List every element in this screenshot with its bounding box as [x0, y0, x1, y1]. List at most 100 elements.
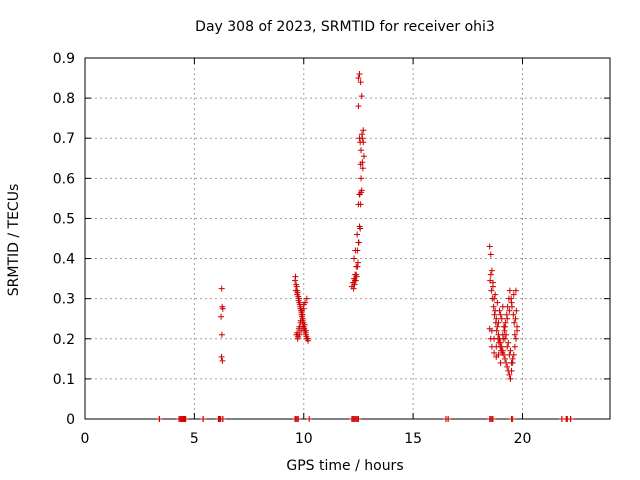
data-point — [489, 279, 496, 286]
x-tick-label: 5 — [190, 431, 199, 447]
data-point — [218, 313, 225, 320]
data-point — [508, 359, 515, 366]
baseline-point — [567, 416, 574, 422]
data-point — [350, 285, 357, 292]
baseline-point — [182, 416, 189, 422]
data-point — [494, 299, 501, 306]
data-point — [512, 287, 519, 294]
data-point — [497, 359, 504, 366]
data-point — [511, 343, 518, 350]
data-point — [219, 305, 226, 312]
data-point — [495, 339, 502, 346]
data-point — [489, 295, 496, 302]
x-tick-label: 20 — [514, 431, 532, 447]
data-point — [499, 331, 506, 338]
data-point — [496, 307, 503, 314]
y-tick-label: 0.8 — [53, 91, 75, 107]
data-point — [491, 349, 498, 356]
data-point — [495, 319, 502, 326]
data-point — [497, 311, 504, 318]
plot-frame — [84, 57, 611, 420]
data-point — [508, 367, 515, 374]
data-point — [218, 285, 225, 292]
data-point — [487, 251, 494, 258]
data-point — [499, 349, 506, 356]
data-point — [488, 267, 495, 274]
grid — [85, 58, 610, 419]
data-point — [504, 363, 511, 370]
y-tick-label: 0.1 — [53, 372, 75, 388]
data-point — [512, 335, 519, 342]
data-point — [294, 291, 301, 298]
y-tick-label: 0 — [66, 412, 75, 428]
axis-ticks — [84, 57, 610, 420]
y-tick-label: 0.2 — [53, 332, 75, 348]
y-tick-label: 0.6 — [53, 171, 75, 187]
data-point — [360, 127, 367, 134]
data-point — [219, 357, 226, 364]
baseline-point — [509, 416, 516, 422]
data-point — [297, 319, 304, 326]
y-tick-labels: 0 0.1 0.2 0.3 0.4 0.5 0.6 0.7 0.8 0.9 — [53, 51, 75, 428]
data-point — [513, 307, 520, 314]
data-point — [358, 147, 365, 154]
data-point — [357, 161, 364, 168]
y-tick-label: 0.3 — [53, 292, 75, 308]
data-point — [487, 335, 494, 342]
data-point — [352, 247, 359, 254]
data-point — [292, 287, 299, 294]
data-point — [299, 323, 306, 330]
data-point — [508, 299, 515, 306]
data-point — [356, 191, 363, 198]
data-point — [356, 135, 363, 142]
data-point — [509, 355, 516, 362]
data-point — [357, 225, 364, 232]
data-point — [294, 335, 301, 342]
data-point — [486, 325, 493, 332]
data-point — [300, 301, 307, 308]
y-tick-label: 0.9 — [53, 51, 75, 67]
data-point — [504, 343, 511, 350]
x-axis-label: GPS time / hours — [286, 458, 403, 474]
baseline-point — [306, 416, 313, 422]
y-tick-label: 0.4 — [53, 252, 75, 268]
y-tick-label: 0.7 — [53, 131, 75, 147]
data-point — [506, 351, 513, 358]
data-point — [511, 331, 518, 338]
data-point — [293, 283, 300, 290]
data-point — [511, 319, 518, 326]
data-point — [504, 315, 511, 322]
data-point — [494, 323, 501, 330]
data-point — [295, 297, 302, 304]
data-point — [487, 271, 494, 278]
data-point — [355, 103, 362, 110]
data-point — [298, 327, 305, 334]
data-point — [303, 295, 310, 302]
data-point — [354, 263, 361, 270]
data-point — [292, 273, 299, 280]
data-point — [492, 291, 499, 298]
data-point — [218, 353, 225, 360]
data-point — [499, 303, 506, 310]
data-point — [507, 347, 514, 354]
baseline-point — [489, 416, 496, 422]
data-point — [498, 315, 505, 322]
data-points — [156, 71, 574, 422]
data-point — [355, 201, 362, 208]
data-point — [218, 331, 225, 338]
data-point — [351, 255, 358, 262]
baseline-point — [156, 416, 163, 422]
data-point — [351, 277, 358, 284]
data-point — [304, 335, 311, 342]
x-tick-label: 10 — [295, 431, 313, 447]
data-point — [503, 359, 510, 366]
baseline-point — [200, 416, 207, 422]
data-point — [506, 371, 513, 378]
data-point — [356, 71, 363, 78]
data-point — [506, 287, 513, 294]
data-point — [353, 271, 360, 278]
y-tick-label: 0.5 — [53, 211, 75, 227]
x-tick-labels: 0 5 10 15 20 — [81, 431, 532, 447]
data-point — [357, 79, 364, 86]
